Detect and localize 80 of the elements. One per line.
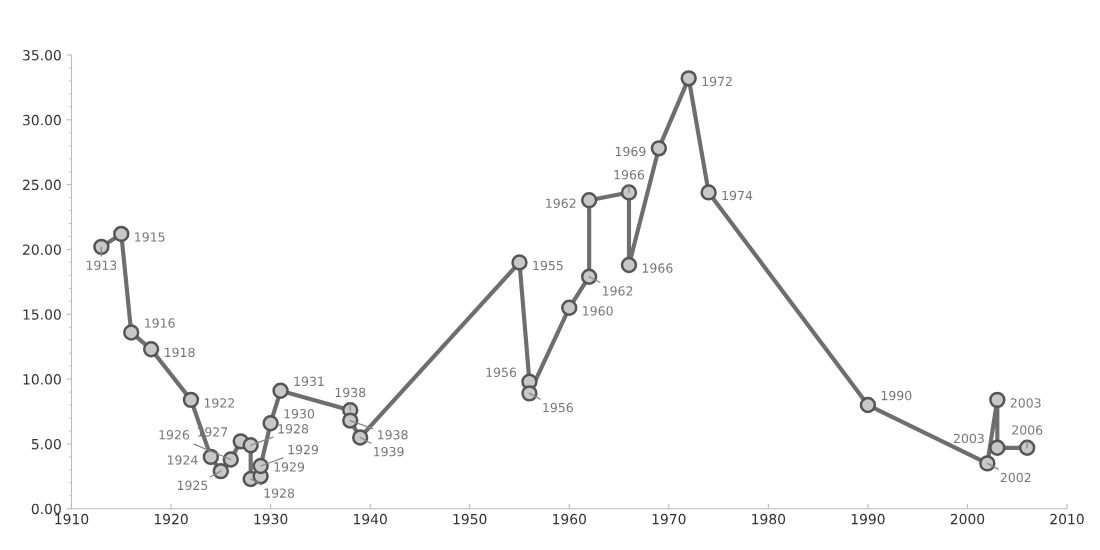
annotation: 1925 bbox=[177, 480, 208, 491]
point bbox=[113, 225, 130, 243]
point bbox=[580, 268, 598, 285]
point bbox=[93, 238, 110, 256]
annotation: 1960 bbox=[583, 306, 613, 316]
point bbox=[252, 457, 269, 475]
point bbox=[242, 437, 259, 454]
x-tick-label: 1930 bbox=[254, 513, 288, 525]
annotation: 1931 bbox=[294, 376, 324, 387]
annotation: 1956 bbox=[486, 367, 517, 377]
annotation: 1938 bbox=[335, 387, 366, 398]
annotation: 1939 bbox=[374, 446, 404, 457]
annotation: 1930 bbox=[284, 409, 315, 419]
point bbox=[859, 396, 877, 414]
y-tick-label: 15.00 bbox=[23, 309, 61, 320]
annotation: 2006 bbox=[1012, 425, 1043, 435]
annotation: 1913 bbox=[86, 260, 117, 270]
point bbox=[222, 451, 239, 468]
y-tick-label: 25.00 bbox=[23, 179, 61, 191]
y-tick-label: 35.00 bbox=[23, 49, 61, 61]
annotation: 1926 bbox=[159, 430, 190, 440]
y-tick-label: 0.00 bbox=[31, 503, 61, 515]
point bbox=[262, 414, 279, 432]
point bbox=[580, 192, 598, 209]
point bbox=[521, 385, 538, 402]
annotation: 1990 bbox=[881, 390, 912, 401]
point bbox=[511, 254, 528, 271]
point bbox=[650, 140, 668, 157]
annotation: 1966 bbox=[614, 169, 645, 180]
point bbox=[1018, 439, 1036, 457]
annotation: 1922 bbox=[204, 398, 235, 408]
annotation: 1938 bbox=[378, 430, 408, 440]
point bbox=[352, 429, 369, 446]
annotation: 2003 bbox=[1010, 398, 1041, 408]
x-tick-label: 1980 bbox=[752, 513, 786, 525]
annotation: 1916 bbox=[145, 318, 175, 328]
y-tick-label: 30.00 bbox=[23, 114, 61, 126]
y-tick-label: 10.00 bbox=[23, 374, 61, 385]
point bbox=[979, 455, 996, 472]
annotation: 1962 bbox=[603, 286, 633, 296]
annotation: 1969 bbox=[615, 146, 646, 157]
annotation: 1924 bbox=[167, 455, 198, 465]
annotation: 1974 bbox=[722, 190, 753, 201]
point bbox=[212, 462, 230, 480]
point bbox=[989, 391, 1006, 409]
point bbox=[561, 299, 578, 316]
annotation: 2002 bbox=[1000, 472, 1031, 483]
x-tick-label: 2010 bbox=[1050, 513, 1084, 525]
x-tick-label: 1960 bbox=[553, 513, 586, 525]
point bbox=[620, 256, 638, 274]
annotation: 1962 bbox=[546, 198, 576, 208]
y-tick-label: 20.00 bbox=[23, 244, 61, 255]
point bbox=[272, 382, 289, 399]
x-tick-label: 1970 bbox=[652, 513, 686, 525]
point bbox=[142, 341, 160, 358]
annotation: 2003 bbox=[953, 433, 984, 444]
annotation: 1918 bbox=[165, 347, 195, 358]
annotation: 1956 bbox=[543, 402, 573, 413]
annotation: 1928 bbox=[278, 424, 309, 434]
x-tick-label: 1950 bbox=[453, 513, 487, 525]
annotation: 1972 bbox=[702, 76, 732, 87]
x-tick-label: 1990 bbox=[851, 513, 885, 525]
x-tick-label: 1910 bbox=[55, 513, 89, 525]
annotation: 1929 bbox=[288, 444, 319, 455]
point bbox=[680, 70, 697, 87]
point bbox=[202, 448, 220, 466]
point bbox=[989, 439, 1006, 457]
annotation: 1928 bbox=[264, 488, 295, 498]
point bbox=[123, 324, 140, 341]
annotation: 1929 bbox=[274, 462, 305, 472]
annotation: 1955 bbox=[533, 260, 563, 271]
point bbox=[342, 412, 359, 429]
y-tick-label: 5.00 bbox=[31, 438, 61, 450]
x-tick-label: 1920 bbox=[154, 513, 188, 525]
x-tick-label: 1940 bbox=[354, 513, 387, 525]
annotation: 1966 bbox=[642, 263, 673, 273]
annotation: 1915 bbox=[135, 232, 165, 242]
point bbox=[182, 391, 200, 409]
x-tick-label: 2000 bbox=[950, 513, 985, 525]
point bbox=[700, 184, 717, 201]
